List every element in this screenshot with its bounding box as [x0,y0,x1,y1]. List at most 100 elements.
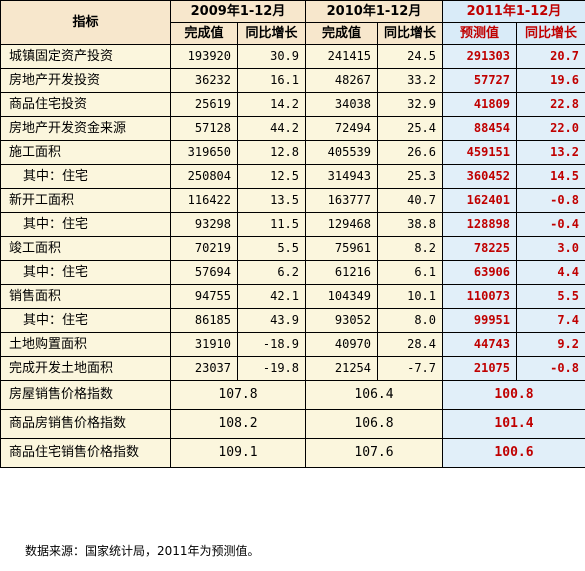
cell-growth-2010: -7.7 [377,356,443,381]
cell-forecast-2011: 78225 [442,236,517,261]
cell-value-2009: 193920 [170,44,238,69]
cell-forecast-2011: 21075 [442,356,517,381]
cell-growth-2010: 10.1 [377,284,443,309]
cell-forecast-2011: 99951 [442,308,517,333]
cell-value-2009: 31910 [170,332,238,357]
cell-growth-2010: 25.4 [377,116,443,141]
cell-growth-2010: 6.1 [377,260,443,285]
cell-growth-2010: 24.5 [377,44,443,69]
cell-forecast-2011: 162401 [442,188,517,213]
cell-forecast-2011: 57727 [442,68,517,93]
cell-growth-2009: 16.1 [237,68,306,93]
table-row: 商品住宅投资 25619 14.2 34038 32.9 41809 22.8 [0,92,585,117]
cell-growth-2011: 14.5 [516,164,585,189]
table-row: 其中：住宅 57694 6.2 61216 6.1 63906 4.4 [0,260,585,285]
cell-growth-2010: 32.9 [377,92,443,117]
cell-forecast-2011: 63906 [442,260,517,285]
cell-value-2009: 25619 [170,92,238,117]
cell-index-2009: 107.8 [170,380,306,410]
row-label: 房屋销售价格指数 [0,380,171,410]
cell-growth-2010: 26.6 [377,140,443,165]
row-label: 其中：住宅 [0,308,171,333]
cell-value-2009: 86185 [170,308,238,333]
cell-growth-2010: 28.4 [377,332,443,357]
cell-value-2009: 93298 [170,212,238,237]
cell-growth-2011: 7.4 [516,308,585,333]
row-label: 土地购置面积 [0,332,171,357]
table-row: 城镇固定资产投资 193920 30.9 241415 24.5 291303 20.7 [0,44,585,69]
cell-growth-2010: 8.2 [377,236,443,261]
cell-growth-2011: 13.2 [516,140,585,165]
cell-index-2011: 101.4 [442,409,585,439]
cell-index-2009: 109.1 [170,438,306,468]
cell-value-2010: 241415 [305,44,378,69]
header-sub-growth-2011: 同比增长 [516,22,585,45]
header-period-2009: 2009年1-12月 [170,0,306,23]
table-row: 施工面积 319650 12.8 405539 26.6 459151 13.2 [0,140,585,165]
cell-value-2009: 57694 [170,260,238,285]
row-label: 竣工面积 [0,236,171,261]
row-label: 新开工面积 [0,188,171,213]
cell-value-2010: 93052 [305,308,378,333]
cell-value-2010: 34038 [305,92,378,117]
cell-value-2010: 405539 [305,140,378,165]
table-row: 其中：住宅 250804 12.5 314943 25.3 360452 14.5 [0,164,585,189]
cell-growth-2009: 12.8 [237,140,306,165]
cell-growth-2009: 42.1 [237,284,306,309]
cell-forecast-2011: 88454 [442,116,517,141]
header-row-periods: 指标 2009年1-12月 2010年1-12月 2011年1-12月 [0,0,585,45]
cell-index-2010: 106.8 [305,409,443,439]
row-label: 销售面积 [0,284,171,309]
table-row: 其中：住宅 93298 11.5 129468 38.8 128898 -0.4 [0,212,585,237]
statistics-table: 指标 2009年1-12月 2010年1-12月 2011年1-12月 完成值 … [0,0,585,468]
table-row: 完成开发土地面积 23037 -19.8 21254 -7.7 21075 -0.8 [0,356,585,381]
row-label: 商品住宅投资 [0,92,171,117]
index-row: 商品住宅销售价格指数 109.1 107.6 100.6 [0,438,585,468]
table-row: 土地购置面积 31910 -18.9 40970 28.4 44743 9.2 [0,332,585,357]
cell-forecast-2011: 110073 [442,284,517,309]
table-row: 房地产开发资金来源 57128 44.2 72494 25.4 88454 22.0 [0,116,585,141]
cell-growth-2009: 5.5 [237,236,306,261]
cell-index-2009: 108.2 [170,409,306,439]
header-sub-growth-2009: 同比增长 [237,22,306,45]
header-sub-value-2009: 完成值 [170,22,238,45]
row-label: 商品房销售价格指数 [0,409,171,439]
cell-growth-2011: -0.8 [516,188,585,213]
cell-growth-2011: 19.6 [516,68,585,93]
header-row-subcolumns: 完成值 同比增长 完成值 同比增长 预测值 同比增长 [1,22,585,45]
cell-growth-2009: 11.5 [237,212,306,237]
cell-value-2010: 75961 [305,236,378,261]
index-row: 房屋销售价格指数 107.8 106.4 100.8 [0,380,585,410]
cell-value-2009: 57128 [170,116,238,141]
cell-forecast-2011: 44743 [442,332,517,357]
table-row: 其中：住宅 86185 43.9 93052 8.0 99951 7.4 [0,308,585,333]
header-period-2010: 2010年1-12月 [305,0,443,23]
header-indicator: 指标 [0,0,171,45]
header-sub-forecast-2011: 预测值 [442,22,517,45]
cell-value-2010: 314943 [305,164,378,189]
row-label: 其中：住宅 [0,260,171,285]
cell-forecast-2011: 41809 [442,92,517,117]
cell-growth-2010: 38.8 [377,212,443,237]
row-label: 施工面积 [0,140,171,165]
cell-growth-2009: 43.9 [237,308,306,333]
cell-growth-2011: 9.2 [516,332,585,357]
cell-value-2010: 40970 [305,332,378,357]
row-label: 完成开发土地面积 [0,356,171,381]
cell-growth-2009: -19.8 [237,356,306,381]
source-note: 数据来源：国家统计局，2011年为预测值。 [25,544,260,558]
cell-index-2010: 106.4 [305,380,443,410]
cell-value-2009: 250804 [170,164,238,189]
cell-growth-2011: 20.7 [516,44,585,69]
header-sub-growth-2010: 同比增长 [377,22,443,45]
row-label: 其中：住宅 [0,164,171,189]
header-period-2011: 2011年1-12月 [442,0,585,23]
cell-growth-2010: 8.0 [377,308,443,333]
table-body: 城镇固定资产投资 193920 30.9 241415 24.5 291303 20.7 房地… [0,44,585,468]
cell-forecast-2011: 459151 [442,140,517,165]
cell-forecast-2011: 360452 [442,164,517,189]
cell-growth-2011: 22.8 [516,92,585,117]
cell-value-2010: 72494 [305,116,378,141]
row-label: 城镇固定资产投资 [0,44,171,69]
table-row: 竣工面积 70219 5.5 75961 8.2 78225 3.0 [0,236,585,261]
